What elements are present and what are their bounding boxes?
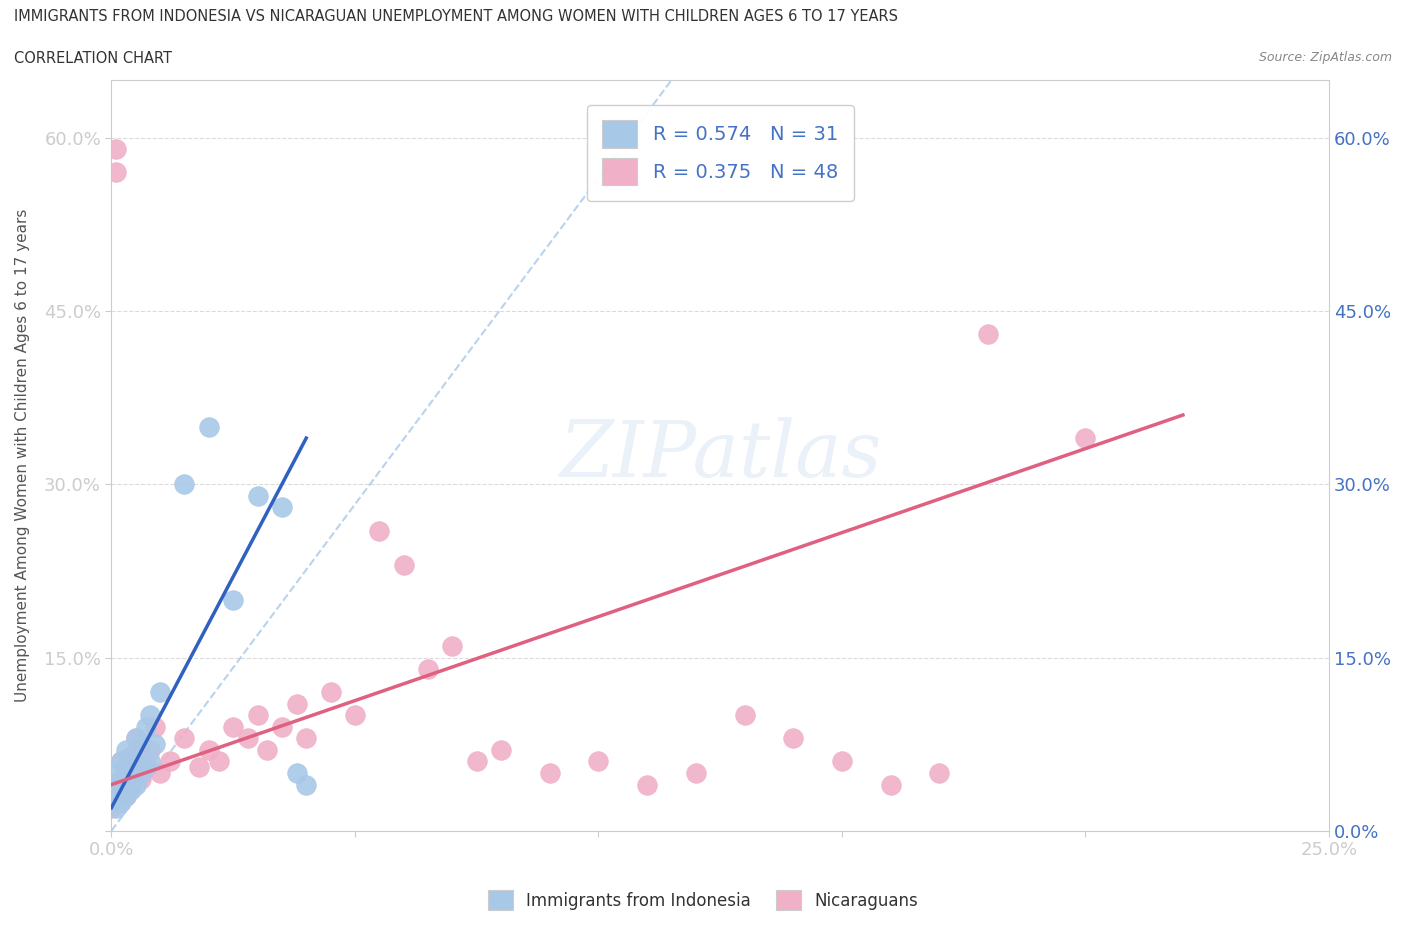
Point (135, 754, 157, 769)
Point (125, 754, 148, 769)
Point (636, 777, 658, 792)
Point (120, 749, 142, 764)
Point (149, 684, 172, 699)
Point (100, 800, 122, 815)
Point (135, 760, 157, 775)
Legend: R = 0.574   N = 31, R = 0.375   N = 48: R = 0.574 N = 31, R = 0.375 N = 48 (586, 105, 853, 201)
Y-axis label: Unemployment Among Women with Children Ages 6 to 17 years: Unemployment Among Women with Children A… (15, 208, 30, 702)
Point (782, 731, 804, 746)
Point (173, 731, 195, 746)
Point (295, 777, 318, 792)
Point (270, 500, 292, 515)
Point (222, 592, 245, 607)
Point (115, 789, 138, 804)
Point (139, 708, 162, 723)
Point (538, 765, 561, 780)
Point (295, 731, 318, 746)
Point (1074, 431, 1097, 445)
Point (115, 789, 138, 804)
Point (100, 789, 122, 804)
Point (110, 794, 132, 809)
Text: ZIPatlas: ZIPatlas (560, 418, 882, 494)
Point (188, 760, 211, 775)
Point (110, 771, 132, 786)
Point (256, 742, 278, 757)
Point (588, 754, 610, 769)
Point (173, 477, 195, 492)
Point (285, 765, 308, 780)
Legend: Immigrants from Indonesia, Nicaraguans: Immigrants from Indonesia, Nicaraguans (481, 884, 925, 917)
Point (343, 708, 366, 723)
Point (105, 800, 128, 815)
Point (105, 142, 128, 157)
Point (734, 708, 756, 723)
Point (125, 765, 148, 780)
Point (879, 777, 901, 792)
Point (159, 754, 181, 769)
Point (120, 777, 142, 792)
Point (149, 765, 172, 780)
Point (129, 765, 152, 780)
Point (120, 765, 142, 780)
Point (129, 737, 152, 751)
Point (392, 558, 415, 573)
Point (198, 419, 221, 434)
Text: CORRELATION CHART: CORRELATION CHART (14, 51, 172, 66)
Point (222, 720, 245, 735)
Point (100, 777, 122, 792)
Point (977, 326, 1000, 341)
Point (270, 720, 292, 735)
Point (685, 765, 707, 780)
Point (125, 777, 148, 792)
Point (129, 771, 152, 786)
Point (441, 639, 464, 654)
Point (110, 754, 132, 769)
Point (115, 760, 138, 775)
Point (285, 697, 308, 711)
Point (143, 737, 166, 751)
Point (246, 488, 269, 503)
Point (115, 760, 138, 775)
Point (125, 731, 148, 746)
Point (928, 765, 950, 780)
Point (135, 720, 157, 735)
Point (198, 742, 221, 757)
Point (319, 684, 342, 699)
Point (246, 708, 269, 723)
Point (139, 742, 162, 757)
Point (139, 754, 162, 769)
Point (489, 742, 512, 757)
Point (110, 754, 132, 769)
Point (105, 165, 128, 179)
Point (368, 523, 391, 538)
Point (465, 754, 488, 769)
Point (831, 754, 853, 769)
Point (105, 765, 128, 780)
Point (125, 731, 148, 746)
Point (120, 749, 142, 764)
Point (416, 661, 439, 676)
Point (143, 720, 166, 735)
Point (129, 737, 152, 751)
Point (120, 783, 142, 798)
Point (207, 754, 229, 769)
Point (115, 742, 138, 757)
Point (236, 731, 259, 746)
Text: IMMIGRANTS FROM INDONESIA VS NICARAGUAN UNEMPLOYMENT AMONG WOMEN WITH CHILDREN A: IMMIGRANTS FROM INDONESIA VS NICARAGUAN … (14, 9, 898, 24)
Text: Source: ZipAtlas.com: Source: ZipAtlas.com (1258, 51, 1392, 64)
Point (110, 777, 132, 792)
